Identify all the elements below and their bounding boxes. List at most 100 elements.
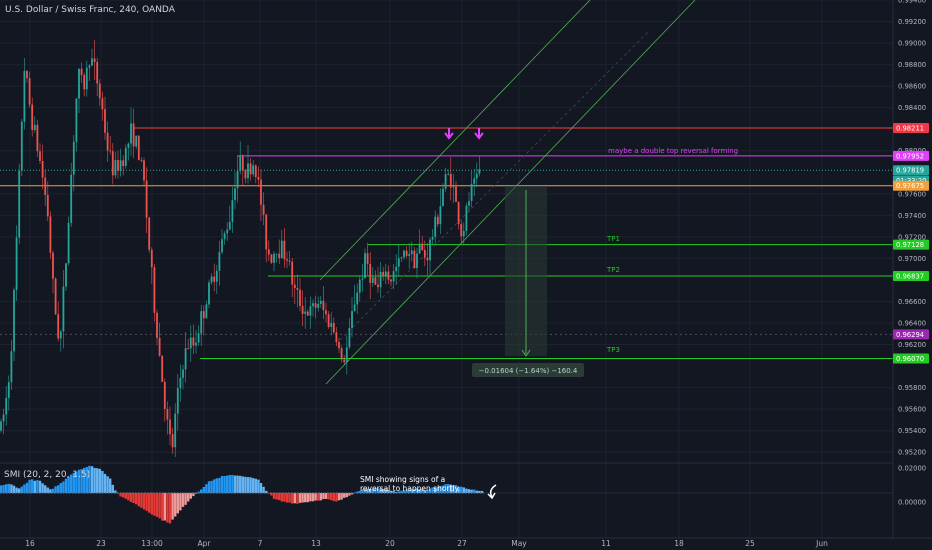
candle-body	[135, 135, 138, 147]
smi-bar	[127, 493, 130, 501]
smi-bar	[400, 490, 403, 493]
smi-bar	[83, 467, 86, 493]
smi-bar	[36, 480, 39, 493]
candle-body	[226, 229, 229, 234]
price-tag-label: 0.97819	[896, 167, 924, 175]
candle-body	[31, 104, 34, 131]
smi-bar	[200, 489, 203, 493]
price-tag-label: 0.96070	[896, 355, 924, 363]
candle-body	[403, 250, 405, 258]
smi-bar	[280, 493, 283, 502]
candle-body	[400, 257, 403, 259]
candle-body	[338, 342, 340, 349]
curved-arrow-icon	[487, 484, 497, 500]
smi-bar	[114, 490, 117, 493]
smi-bar	[49, 489, 52, 493]
smi-bar	[109, 478, 112, 493]
candle-body	[78, 68, 80, 99]
candle-body	[106, 132, 109, 151]
smi-bar	[226, 475, 229, 493]
time-tick-label: Jun	[815, 539, 828, 548]
candle-body	[262, 204, 265, 215]
candle-body	[249, 163, 252, 175]
candle-body	[15, 237, 18, 290]
candle-body	[109, 150, 112, 152]
candle-body	[379, 271, 382, 288]
smi-bar	[366, 488, 369, 493]
candle-body	[158, 337, 161, 356]
measure-box	[472, 363, 584, 377]
time-tick-label: 20	[385, 539, 395, 548]
smi-bar	[184, 493, 187, 505]
symbol-title: U.S. Dollar / Swiss Franc, 240, OANDA	[5, 5, 175, 15]
smi-bar	[291, 493, 294, 504]
price-tag	[893, 180, 929, 191]
candle-body	[0, 421, 2, 431]
candle-body	[130, 123, 132, 144]
time-tick-label: 11	[601, 539, 611, 548]
candle-body	[124, 147, 127, 166]
smi-bar	[168, 493, 172, 524]
candle-body	[182, 369, 184, 378]
smi-bar	[179, 493, 182, 511]
candle-body	[299, 289, 301, 306]
candle-body	[187, 348, 190, 349]
indicator-label: SMI (20, 2, 20, 1.5)	[4, 470, 91, 480]
candle-body	[208, 282, 210, 305]
smi-bar	[239, 475, 242, 493]
smi-bar	[135, 493, 138, 505]
candle-body	[455, 186, 457, 202]
smi-bar	[436, 487, 439, 493]
smi-bar	[272, 493, 276, 499]
candle-body	[293, 284, 296, 289]
smi-bar	[41, 483, 44, 493]
smi-bar	[25, 482, 29, 493]
candle-body	[156, 312, 158, 338]
smi-bar	[460, 486, 463, 493]
price-tick-label: 0.98800	[898, 61, 926, 69]
tp3-label: TP3	[606, 346, 620, 354]
smi-bar	[44, 485, 47, 493]
time-tick-label: 18	[674, 539, 684, 548]
candle-body	[345, 347, 348, 363]
smi-bar	[345, 493, 348, 498]
candle-body	[470, 183, 473, 202]
smi-bar	[28, 479, 31, 493]
smi-bar	[285, 493, 289, 503]
candle-body	[369, 263, 372, 283]
candle-body	[218, 252, 221, 271]
smi-bar	[413, 488, 416, 493]
smi-note-line2: reversal to happen shortly.	[360, 484, 460, 493]
smi-bar	[12, 485, 16, 493]
candle-body	[83, 75, 86, 90]
smi-tick-label: 0.02000	[898, 465, 926, 473]
candle-body	[252, 165, 255, 175]
smi-bar	[62, 481, 65, 493]
time-axis[interactable]: 16 23 13:00 Apr 7 13 20 27 May 11 18 25 Jun	[25, 539, 828, 548]
candle-body	[143, 160, 145, 181]
smi-bar	[140, 493, 143, 508]
smi-bar	[374, 488, 377, 493]
smi-bar	[5, 484, 8, 493]
candle-body	[332, 323, 335, 333]
smi-bar	[67, 476, 70, 493]
smi-bar	[171, 493, 174, 520]
candle-body	[18, 170, 21, 238]
candle-body	[114, 160, 117, 176]
price-tick-label: 0.95200	[898, 449, 926, 457]
candle-body	[145, 180, 148, 218]
candle-body	[231, 200, 234, 222]
candle-body	[286, 259, 288, 261]
candle-body	[475, 173, 478, 179]
smi-bar	[33, 480, 36, 493]
price-tick-label: 0.95600	[898, 406, 926, 414]
candle-body	[91, 58, 93, 66]
smi-bar	[405, 489, 408, 493]
smi-bar	[249, 477, 252, 493]
candle-body	[223, 233, 226, 240]
double-top-note: maybe a double top reversal forming	[608, 147, 738, 155]
candle-body	[291, 261, 294, 285]
time-tick-label: 16	[25, 539, 35, 548]
